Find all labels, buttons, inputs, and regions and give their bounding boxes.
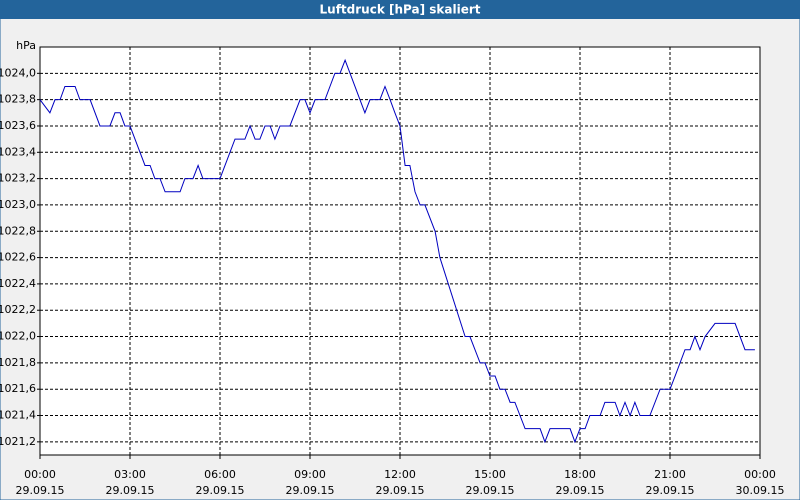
x-tick-label: 29.09.15 [16,484,65,497]
y-axis-label: hPa [16,39,36,52]
y-tick-label: 1021,6 [0,382,36,395]
y-tick-label: 1022,6 [0,251,36,264]
x-tick-label: 09:00 [294,468,326,481]
y-tick-label: 1021,2 [0,435,36,448]
x-tick-label: 29.09.15 [196,484,245,497]
y-tick-label: 1023,4 [0,145,36,158]
x-tick-label: 29.09.15 [556,484,605,497]
y-tick-label: 1022,8 [0,224,36,237]
y-tick-label: 1023,6 [0,119,36,132]
x-tick-label: 15:00 [474,468,506,481]
x-tick-label: 18:00 [564,468,596,481]
y-tick-label: 1023,0 [0,198,36,211]
x-tick-label: 29.09.15 [466,484,515,497]
x-tick-label: 00:00 [744,468,776,481]
y-tick-label: 1023,8 [0,93,36,106]
x-tick-label: 03:00 [114,468,146,481]
x-tick-label: 00:00 [24,468,56,481]
y-tick-label: 1022,0 [0,330,36,343]
x-tick-label: 29.09.15 [286,484,335,497]
x-tick-label: 29.09.15 [646,484,695,497]
x-tick-label: 30.09.15 [736,484,785,497]
y-tick-label: 1024,0 [0,66,36,79]
x-tick-label: 06:00 [204,468,236,481]
y-tick-label: 1021,4 [0,409,36,422]
x-tick-label: 12:00 [384,468,416,481]
y-tick-label: 1023,2 [0,172,36,185]
data-line [39,58,755,444]
x-tick-label: 21:00 [654,468,686,481]
x-tick-label: 29.09.15 [376,484,425,497]
x-tick-label: 29.09.15 [106,484,155,497]
title-bar [0,0,800,19]
y-tick-label: 1022,2 [0,303,36,316]
y-tick-label: 1022,4 [0,277,36,290]
chart-title: Luftdruck [hPa] skaliert [320,3,481,17]
y-tick-label: 1021,8 [0,356,36,369]
